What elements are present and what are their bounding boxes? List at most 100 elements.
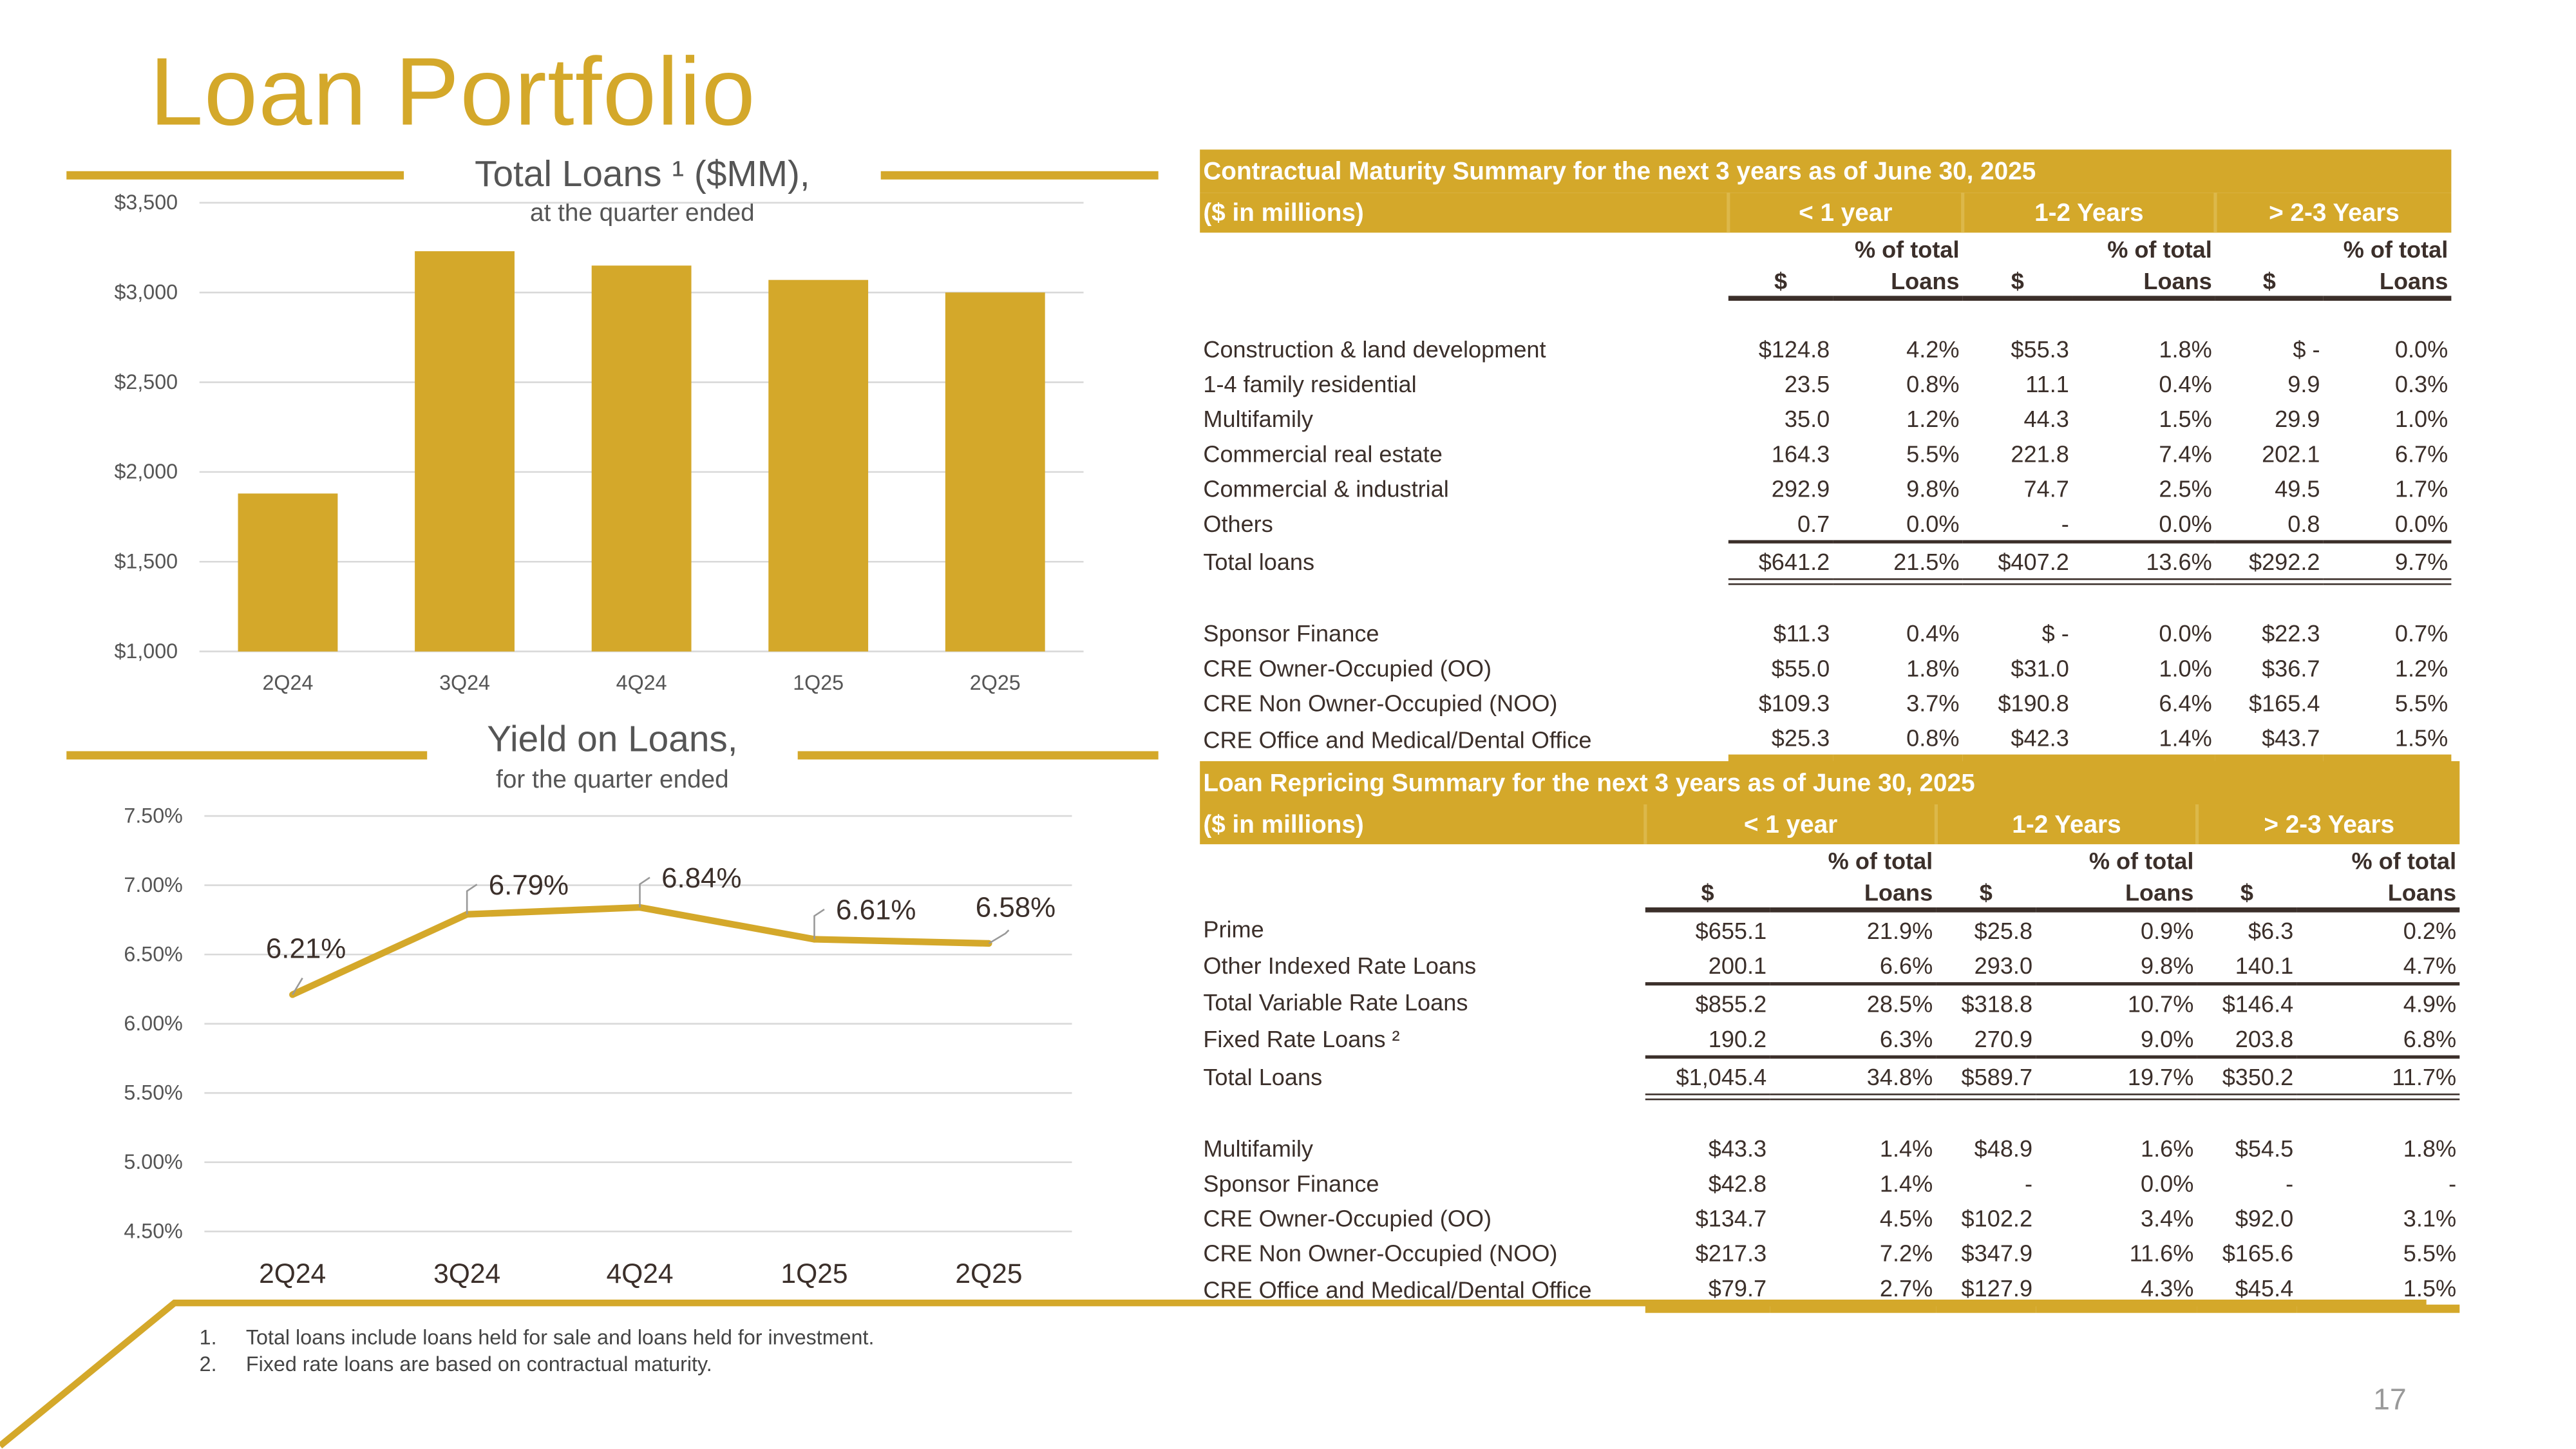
repricing-table: Loan Repricing Summary for the next 3 ye… (1200, 761, 2460, 1313)
table-cell: 10.7% (2127, 989, 2194, 1017)
column-subheader: % of total (2107, 235, 2212, 262)
table-cell: 190.2 (1645, 1020, 1770, 1059)
row-label: Multifamily (1203, 1134, 1313, 1161)
table-cell: 9.0% (2036, 1020, 2197, 1059)
table-cell: 1.5% (2159, 404, 2212, 431)
column-subheader: Loans (2297, 875, 2460, 913)
total-loans-bar-chart: $1,000 $1,500 $2,000 $2,500 $3,000 $3,500 2Q24… (114, 191, 1084, 694)
row-label: Total loans (1203, 548, 1315, 575)
table-cell: $42.3 (1962, 719, 2073, 763)
table-row: CRE Non Owner-Occupied (NOO) $109.3 3.7% $1… (1200, 685, 2451, 719)
column-subheader (2197, 844, 2297, 876)
table-row: CRE Office and Medical/Dental Office $25.… (1200, 719, 2452, 763)
table-cell: $134.7 (1695, 1204, 1767, 1231)
spacer-row (1200, 298, 2451, 330)
page-title: Loan Portfolio (149, 38, 756, 147)
title-rule-right (797, 751, 1159, 760)
column-subheader: $ (1962, 264, 2073, 301)
total-loans-chart-title: Total Loans ¹ ($MM), (475, 153, 810, 194)
y-tick-label: $3,500 (114, 191, 178, 214)
table-cell: $102.2 (1961, 1204, 2033, 1231)
table-cell: 6.3% (1770, 1020, 1937, 1059)
table-cell: 6.4% (2159, 688, 2212, 715)
table-row: Total Variable Rate Loans $855.2 28.5% $318… (1200, 984, 2459, 1021)
row-label: Commercial real estate (1203, 439, 1443, 466)
table-group-header: ($ in millions) < 1 year 1-2 Years > 2-3 Ye… (1200, 804, 2460, 844)
row-label: 1-4 family residential (1203, 370, 1417, 397)
column-group-header: < 1 year (1643, 804, 1937, 844)
table-cell: 293.0 (1936, 947, 2036, 986)
table-cell: 0.7% (2394, 619, 2448, 646)
table-cell: 203.8 (2197, 1020, 2297, 1059)
footnote-1: 1. Total loans include loans held for sal… (200, 1326, 875, 1349)
spacer (1200, 1097, 2459, 1130)
table-cell: 0.0% (2141, 1169, 2194, 1196)
table-cell: 13.6% (2072, 542, 2215, 585)
table-row: Construction & land development $124.8 4.2… (1200, 331, 2451, 366)
subheader-row: $ Loans $ Loans $ Loans (1200, 264, 2452, 301)
footer-rule (0, 1300, 2427, 1449)
y-tick-label: 6.50% (124, 942, 182, 965)
leader-line (813, 908, 825, 940)
table-cell: 1.2% (1906, 404, 1960, 431)
table-row: Sponsor Finance $11.3 0.4% $ - 0.0% $22.3 0.7% (1200, 615, 2451, 650)
footnote-number: 2. (199, 1352, 217, 1376)
table-cell: 1.2% (2394, 654, 2448, 681)
table-cell: 21.5% (1833, 542, 1963, 585)
table-cell: 4.7% (2297, 947, 2460, 986)
bar (238, 493, 338, 652)
table-cell: $55.3 (2011, 334, 2069, 362)
table-cell: $350.2 (2197, 1057, 2297, 1101)
row-label: Commercial & industrial (1203, 474, 1449, 502)
table-cell: 5.5% (2403, 1238, 2457, 1266)
row-label: CRE Non Owner-Occupied (NOO) (1203, 1238, 1558, 1266)
column-subheader: Loans (1770, 875, 1937, 913)
table-cell: 4.5% (1879, 1204, 1933, 1231)
table-cell: $641.2 (1728, 542, 1833, 585)
row-label: Others (1203, 510, 1273, 537)
y-tick-label: 4.50% (124, 1220, 182, 1243)
table-cell: 34.8% (1770, 1057, 1937, 1101)
column-subheader (1728, 232, 1833, 264)
table-cell: 9.8% (2036, 947, 2197, 986)
table-cell: $109.3 (1758, 688, 1830, 715)
subheader-row: $ Loans $ Loans $ Loans (1200, 875, 2460, 913)
table-cell: 164.3 (1771, 439, 1830, 466)
y-tick-label: 7.00% (124, 873, 182, 896)
bar (768, 279, 869, 652)
table-row: Other Indexed Rate Loans 200.1 6.6% 293.0 9.… (1200, 947, 2460, 986)
table-cell: 7.2% (1879, 1238, 1933, 1266)
table-cell: 1.8% (2159, 334, 2212, 362)
subheader-row: % of total % of total % of total (1200, 844, 2459, 876)
table-cell: $31.0 (2011, 654, 2069, 681)
table-cell: $92.0 (2235, 1204, 2294, 1231)
x-tick-label: 2Q24 (259, 1258, 326, 1289)
table-cell: 44.3 (2023, 404, 2069, 431)
column-subheader: $ (1645, 875, 1770, 913)
total-loans-chart-subtitle: at the quarter ended (530, 199, 755, 228)
table-row: Commercial real estate 164.3 5.5% 221.8 7.4%… (1200, 435, 2451, 470)
row-label: Other Indexed Rate Loans (1203, 952, 1477, 979)
data-label: 6.79% (489, 869, 569, 901)
table-cell: $43.3 (1708, 1134, 1767, 1161)
column-subheader: % of total (2088, 846, 2194, 874)
table-cell: $1,045.4 (1645, 1057, 1770, 1101)
table-cell: 1.4% (1879, 1169, 1933, 1196)
x-tick-label: 3Q24 (439, 671, 490, 694)
table-row: 1-4 family residential 23.5 0.8% 11.1 0.4% 9.… (1200, 366, 2451, 401)
table-cell: 1.4% (1879, 1134, 1933, 1161)
bar (945, 292, 1045, 652)
title-rule-right (880, 171, 1159, 180)
table-row: Multifamily $43.3 1.4% $48.9 1.6% $54.5 1.8% (1200, 1130, 2459, 1165)
table-cell: $36.7 (2262, 654, 2320, 681)
y-tick-label: 5.50% (124, 1081, 182, 1104)
column-subheader: Loans (2036, 875, 2197, 913)
column-subheader: % of total (2343, 235, 2448, 262)
table-cell: 0.4% (1906, 619, 1960, 646)
column-subheader: $ (1728, 264, 1833, 301)
row-label: Sponsor Finance (1203, 619, 1379, 646)
data-point (636, 904, 643, 911)
column-group-header: > 2-3 Years (2213, 193, 2452, 233)
data-point (811, 936, 818, 943)
table-row: Commercial & industrial 292.9 9.8% 74.7 2.5%… (1200, 470, 2451, 505)
